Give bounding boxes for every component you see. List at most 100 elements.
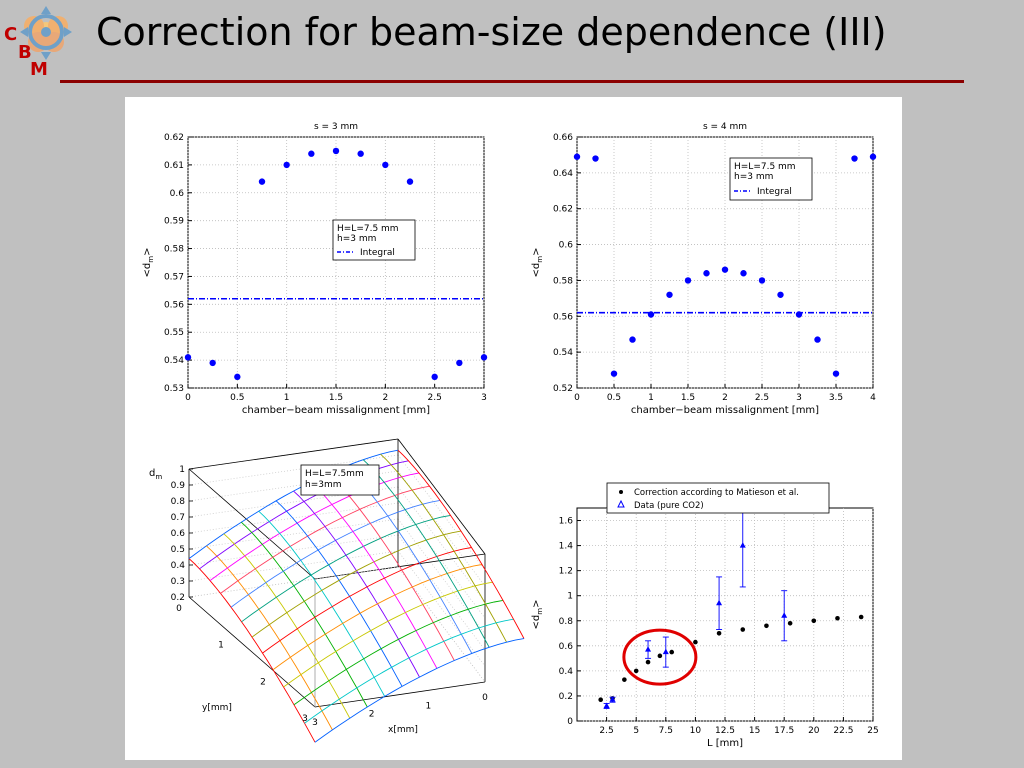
x-tick-label: 0: [185, 393, 191, 403]
x-tick-label: 15: [749, 726, 760, 736]
logo-letter-c: C: [4, 24, 17, 45]
y-tick-label: 0.64: [553, 169, 573, 179]
y-axis-label-text: <dm>: [531, 248, 544, 278]
data-point: [258, 178, 266, 185]
y-axis-label-text: <dm>: [142, 248, 155, 278]
data-point: [647, 311, 655, 318]
z-tick-label: 0.5: [171, 545, 185, 555]
surface-line: [310, 481, 438, 669]
data-point: [814, 336, 821, 343]
x-tick-label: 0: [482, 693, 488, 703]
figure-canvas: 0 0.5 1 1.5 2 2.5 30.530.540.550.560.570.580.5…: [142, 122, 879, 749]
surface-line: [397, 449, 525, 639]
data-point: [406, 178, 414, 185]
x-axis-label: L [mm]: [707, 738, 743, 749]
axis-edge: [188, 566, 399, 598]
legend-box: [332, 219, 416, 261]
axis-edge: [188, 596, 316, 708]
y-tick-label: 0.62: [164, 133, 184, 143]
y-tick-label: 0.56: [553, 312, 573, 322]
x-tick-label: 7.5: [659, 726, 673, 736]
data-point: [283, 161, 290, 169]
chart-4: 2.5 5 7.5 10 12.5 15 17.5 20 22.5 25 0 0.2 0.4 0.6 0.8…: [531, 482, 879, 749]
y-tick-label: 0.54: [164, 356, 184, 366]
z-tick-label: 0.4: [171, 561, 186, 571]
y-axis-label: <dm>: [531, 600, 544, 630]
y-tick-label: 0: [567, 717, 573, 727]
z-tick-label: 0.3: [171, 577, 185, 587]
x-tick-label: 2.5: [599, 726, 613, 736]
slide-title: Correction for beam-size dependence (III…: [96, 10, 887, 54]
axis-edge: [188, 438, 399, 470]
data-point: [740, 627, 746, 632]
axis-edge: [397, 438, 486, 555]
surface-line: [251, 530, 462, 638]
data-point: [610, 370, 618, 377]
chart-title: s = 3 mm: [314, 122, 358, 132]
x-tick-label: 2.5: [428, 393, 442, 403]
x-tick-label: 17.5: [774, 726, 794, 736]
surface-line: [188, 558, 316, 743]
data-point: [858, 614, 864, 620]
x-tick-label: 1: [648, 393, 654, 403]
data-point: [811, 618, 817, 624]
axis-edge: [188, 468, 316, 580]
x-tick-label: 4: [870, 393, 876, 403]
z-axis-label: dm: [149, 468, 162, 481]
x-tick-label: 1: [284, 393, 290, 403]
surface-line: [314, 638, 525, 743]
x-tick-label: 0.5: [230, 393, 244, 403]
y-tick-label: 0.6: [170, 189, 185, 199]
legend-box: [300, 464, 380, 496]
z-tick-label: 0.8: [171, 497, 186, 507]
back-gridline: [188, 486, 399, 518]
x-tick-label: 12.5: [715, 726, 735, 736]
back-gridline: [188, 518, 399, 550]
data-point: [573, 153, 581, 160]
y-tick-label: 0.6: [559, 642, 574, 652]
surface-line: [275, 500, 403, 687]
z-tick-label: 0.7: [171, 513, 185, 523]
y-tick-label: 0.8: [559, 617, 574, 627]
x-axis-label: chamber−beam missalignment [mm]: [242, 405, 430, 416]
data-point: [645, 659, 651, 665]
y-tick-label: 1.2: [559, 567, 573, 577]
y-tick-label: 0.57: [164, 272, 184, 282]
data-point: [332, 147, 340, 155]
chart-title: s = 4 mm: [703, 122, 747, 132]
back-gridline: [188, 502, 399, 534]
y-tick-label: 0.53: [164, 384, 184, 394]
data-point: [777, 291, 784, 298]
x-axis-label: chamber−beam missalignment [mm]: [631, 405, 819, 416]
x-tick-label: 25: [867, 726, 878, 736]
y-tick-label: 0.62: [553, 205, 573, 215]
z-tick-label: 1: [179, 465, 185, 475]
y-tick-label: 0.55: [164, 328, 184, 338]
x-tick-label: 3: [481, 393, 487, 403]
z-tick-label: 0.9: [171, 481, 186, 491]
data-point: [357, 150, 364, 157]
data-point: [234, 373, 241, 381]
data-triangle: [662, 648, 669, 655]
data-point: [592, 155, 599, 162]
y-axis-label: <dm>: [531, 248, 544, 278]
data-point: [480, 354, 488, 361]
data-triangle: [781, 612, 788, 618]
x-tick-label: 20: [808, 726, 820, 736]
legend-text: h=3 mm: [337, 234, 376, 244]
data-triangle: [645, 646, 652, 652]
data-point: [835, 615, 840, 621]
x-tick-label: 0: [574, 393, 580, 403]
plot-area: [576, 136, 874, 389]
legend-entry-label: Data (pure CO2): [634, 501, 704, 511]
surface-line: [230, 499, 441, 608]
y-tick-label: 0.58: [164, 245, 184, 255]
y-tick-label: 1.4: [559, 542, 574, 552]
chart-3: 0.2 0.3 0.4 0.5 0.6 0.7 0.8 0.9 1 dm 0 1 2 3 y[mm] 3 2 1 0…: [149, 438, 525, 743]
back-gridline: [397, 486, 486, 603]
x-tick-label: 1.5: [329, 393, 343, 403]
logo-letter-m: M: [30, 59, 48, 78]
back-gridline: [397, 550, 486, 667]
x-tick-label: 3.5: [829, 393, 843, 403]
y-tick-label: 0.6: [559, 241, 574, 251]
